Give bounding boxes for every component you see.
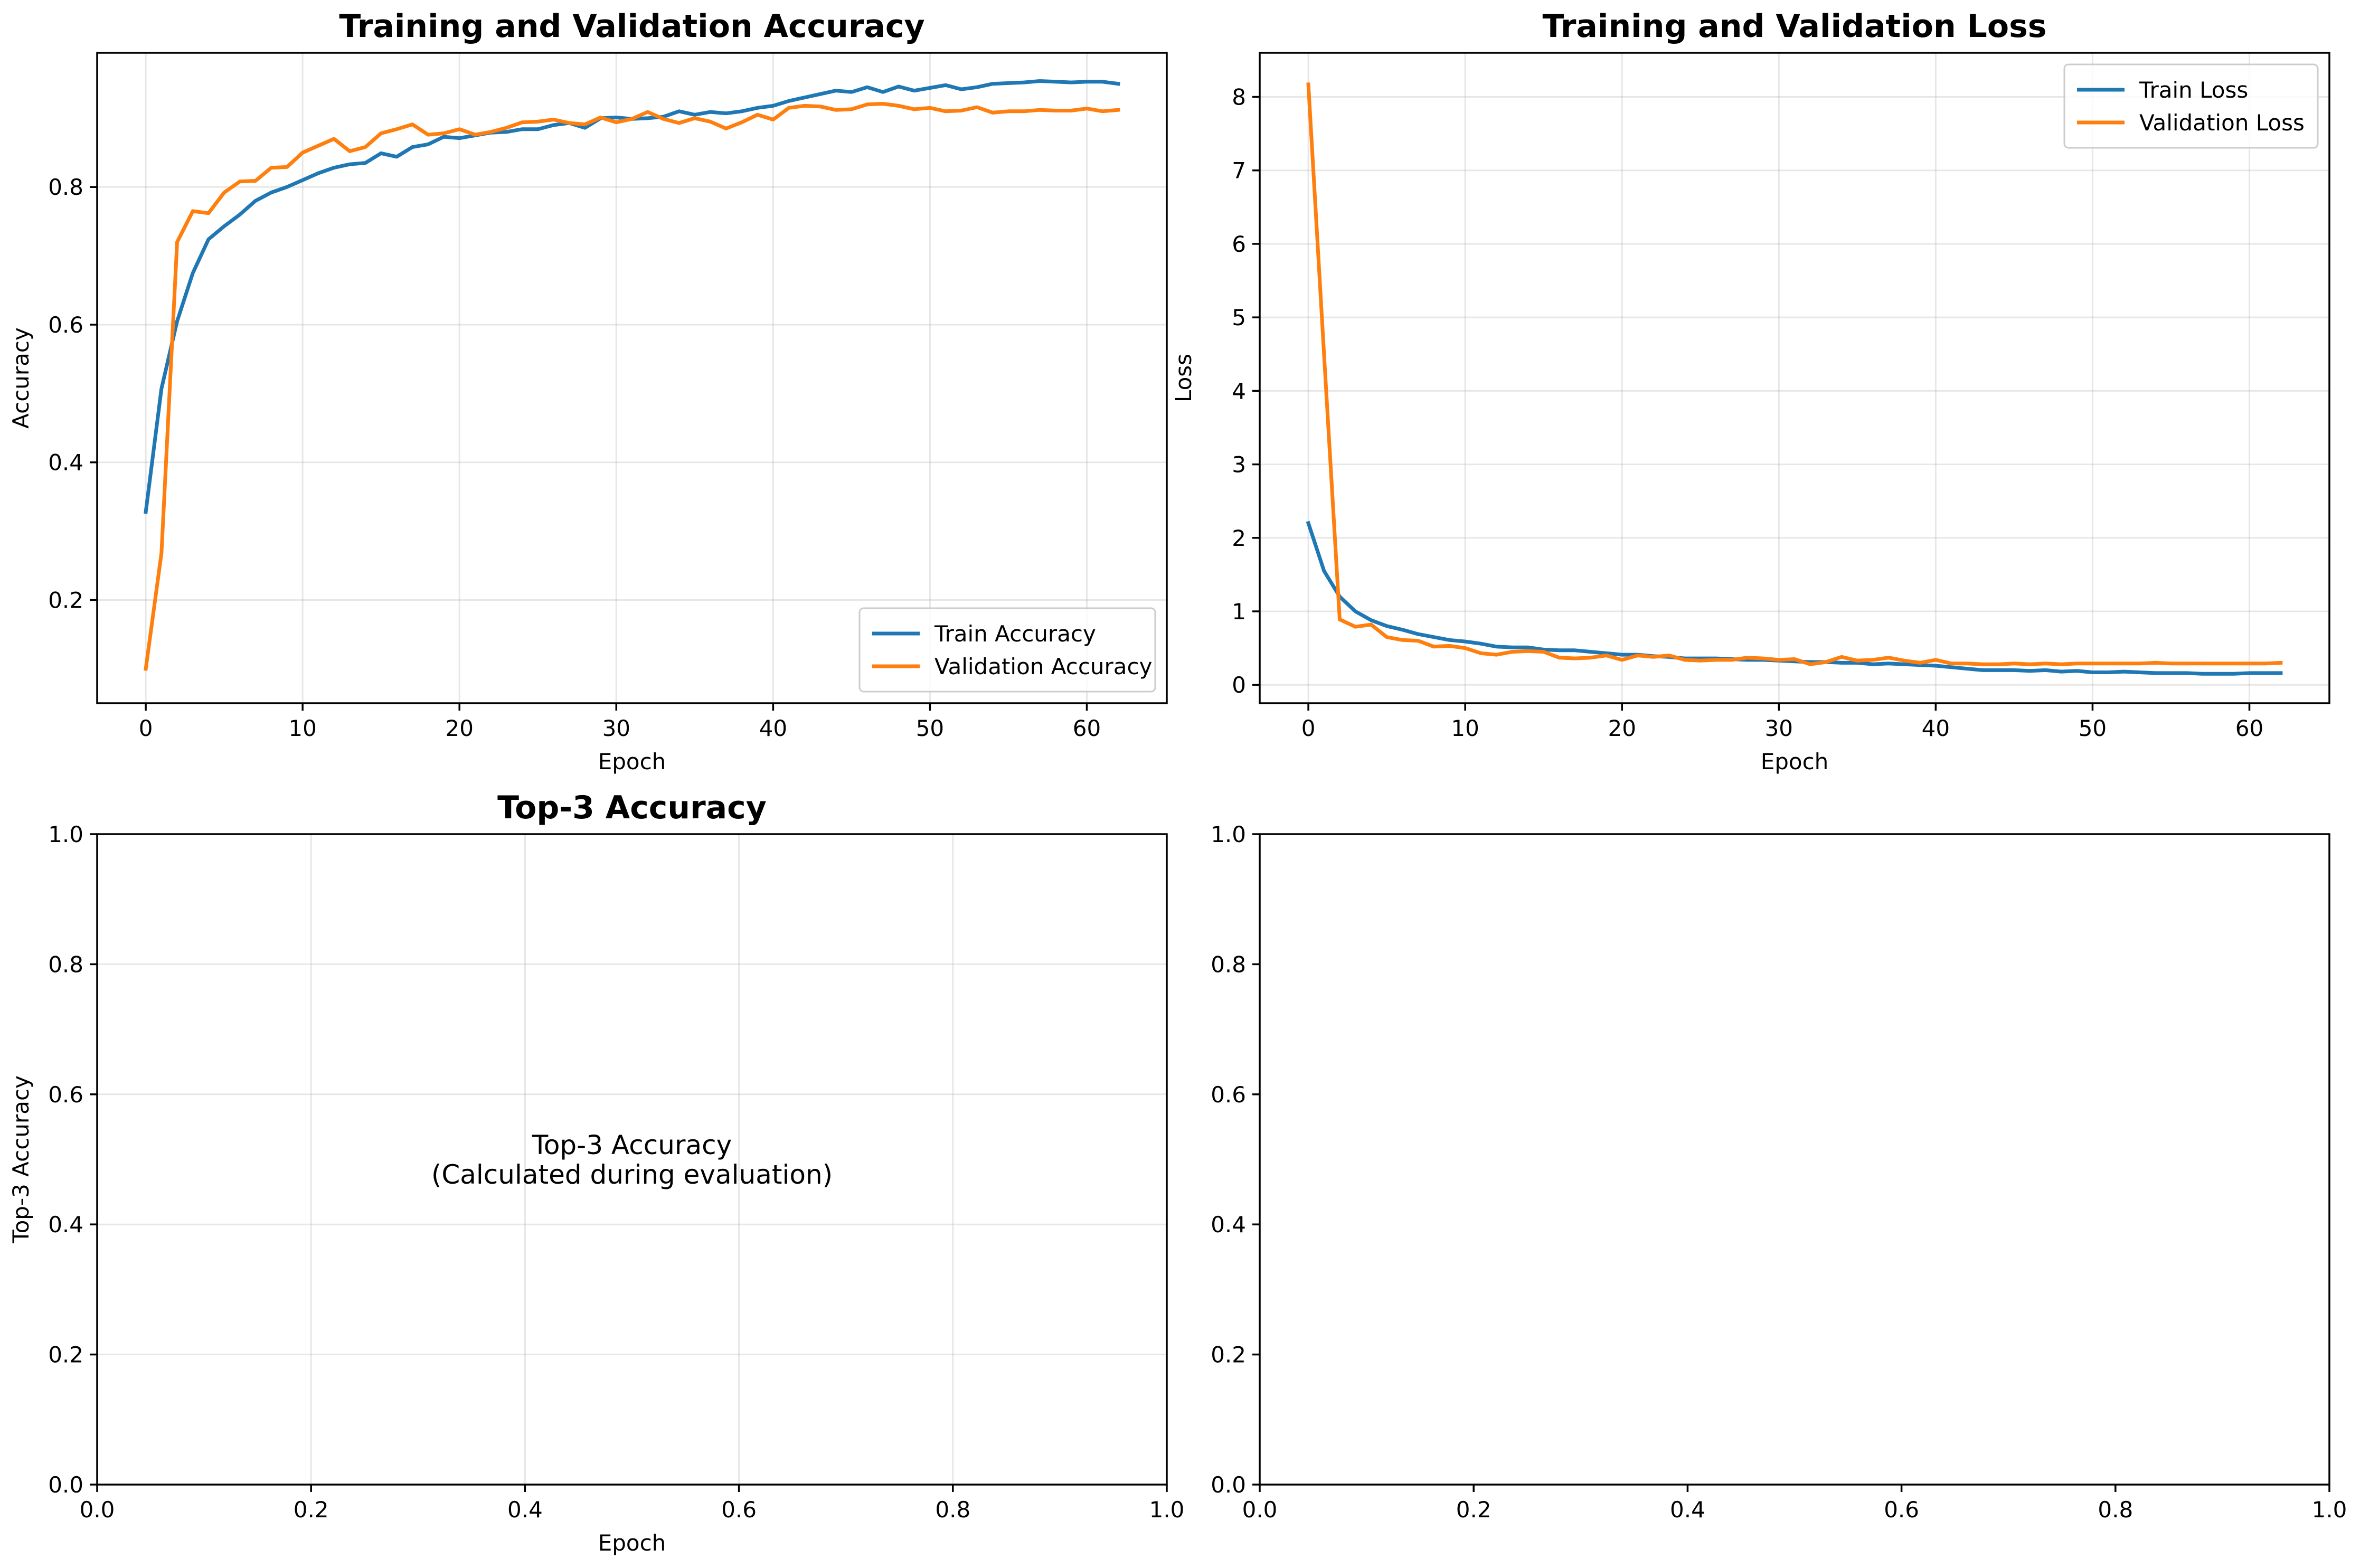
y-tick-label: 8	[1232, 84, 1246, 110]
y-tick-label: 0.6	[1211, 1082, 1246, 1108]
legend: Train Accuracy Validation Accuracy	[858, 607, 1156, 693]
y-tick-label: 0.8	[1211, 951, 1246, 977]
x-tick-label: 0.8	[935, 1497, 970, 1523]
x-tick-label: 0.2	[1456, 1497, 1491, 1523]
x-tick-label: 40	[759, 715, 787, 741]
x-tick-label: 50	[916, 715, 944, 741]
y-tick-label: 1	[1232, 599, 1246, 625]
x-tick-label: 0.0	[80, 1497, 115, 1523]
panel-annotation-line: Top-3 Accuracy	[532, 1130, 732, 1160]
series-line-train-accuracy	[144, 79, 1120, 514]
series-line-train-loss	[1306, 521, 2283, 676]
x-tick-label: 1.0	[2312, 1497, 2347, 1523]
x-tick-label: 0.8	[2098, 1497, 2133, 1523]
panel-annotation-line: (Calculated during evaluation)	[431, 1159, 833, 1190]
x-tick-label: 20	[445, 715, 473, 741]
x-tick-label: 10	[1451, 715, 1479, 741]
x-tick-label: 0.6	[1884, 1497, 1919, 1523]
chart-panel-4: 0.0 0.2 0.4 0.6 0.8 1.0 0.0 0.2 0.4 0.6 0.8 1.0	[1211, 821, 2347, 1523]
axes-frame	[1259, 52, 2330, 704]
y-tick-label: 1.0	[48, 821, 83, 847]
y-tick-label: 0.4	[48, 450, 83, 476]
x-tick-label: 0.4	[1670, 1497, 1705, 1523]
x-tick-label: 0.0	[1242, 1497, 1278, 1523]
x-tick-label: 0.2	[294, 1497, 329, 1523]
y-tick-label: 2	[1232, 525, 1246, 551]
legend-label: Train Loss	[2139, 77, 2248, 103]
x-tick-label: 40	[1922, 715, 1950, 741]
x-tick-label: 20	[1608, 715, 1636, 741]
x-tick-label: 10	[288, 715, 316, 741]
legend-box	[2063, 63, 2319, 149]
y-tick-label: 0.0	[1211, 1472, 1246, 1498]
x-tick-label: 0	[139, 715, 153, 741]
y-tick-label: 0.6	[48, 1082, 83, 1108]
x-tick-label: 30	[1765, 715, 1793, 741]
x-axis-label: Epoch	[598, 1530, 666, 1556]
y-axis-label: Top-3 Accuracy	[8, 1075, 34, 1244]
y-tick-label: 1.0	[1211, 821, 1246, 847]
chart-panel-1: 0 10 20 30 40 50 60 0.2 0.4 0.6 0.8 Training and Va…	[8, 8, 1168, 774]
x-tick-label: 0	[1301, 715, 1316, 741]
series-line-validation-loss	[1306, 82, 2283, 666]
y-tick-label: 3	[1232, 452, 1246, 478]
y-tick-label: 4	[1232, 378, 1246, 404]
y-axis-label: Accuracy	[8, 327, 34, 429]
series-line-validation-accuracy	[144, 102, 1120, 671]
y-tick-label: 0.8	[48, 951, 83, 977]
chart-panel-2: 0 10 20 30 40 50 60 0 1 2 3 4 5 6 7 8 Training and Valid…	[1170, 8, 2330, 774]
y-tick-label: 0.2	[48, 587, 83, 613]
chart-title: Training and Validation Loss	[1542, 8, 2046, 45]
legend-label: Train Accuracy	[934, 621, 1096, 647]
y-tick-label: 0.8	[48, 174, 83, 200]
legend-box	[858, 607, 1156, 693]
y-tick-label: 0.4	[1211, 1212, 1246, 1238]
y-tick-label: 7	[1232, 158, 1246, 184]
chart-title: Training and Validation Accuracy	[339, 8, 924, 45]
x-axis-label: Epoch	[1761, 749, 1829, 774]
y-tick-label: 0.2	[48, 1342, 83, 1368]
x-tick-label: 60	[2235, 715, 2263, 741]
x-tick-label: 1.0	[1149, 1497, 1185, 1523]
legend: Train Loss Validation Loss	[2063, 63, 2319, 149]
y-tick-label: 0.6	[48, 312, 83, 338]
x-tick-label: 0.4	[507, 1497, 543, 1523]
y-tick-label: 5	[1232, 305, 1246, 330]
y-tick-label: 0.4	[48, 1212, 83, 1238]
x-tick-label: 0.6	[721, 1497, 757, 1523]
chart-title: Top-3 Accuracy	[497, 789, 767, 826]
legend-label: Validation Accuracy	[934, 654, 1153, 679]
x-axis-label: Epoch	[598, 749, 666, 774]
y-axis-label: Loss	[1170, 354, 1196, 402]
axes-frame	[96, 52, 1168, 704]
y-tick-label: 0	[1232, 672, 1246, 698]
x-tick-label: 30	[602, 715, 630, 741]
y-tick-label: 6	[1232, 231, 1246, 257]
legend-label: Validation Loss	[2139, 110, 2305, 136]
y-tick-label: 0.0	[48, 1472, 83, 1498]
axes-frame	[1259, 833, 2330, 1486]
chart-panel-3: 0.0 0.2 0.4 0.6 0.8 1.0 0.0 0.2 0.4 0.6 0.8 1.0 Top-…	[8, 789, 1184, 1556]
axes-frame	[96, 833, 1168, 1486]
y-tick-label: 0.2	[1211, 1342, 1246, 1368]
x-tick-label: 50	[2079, 715, 2107, 741]
x-tick-label: 60	[1073, 715, 1101, 741]
